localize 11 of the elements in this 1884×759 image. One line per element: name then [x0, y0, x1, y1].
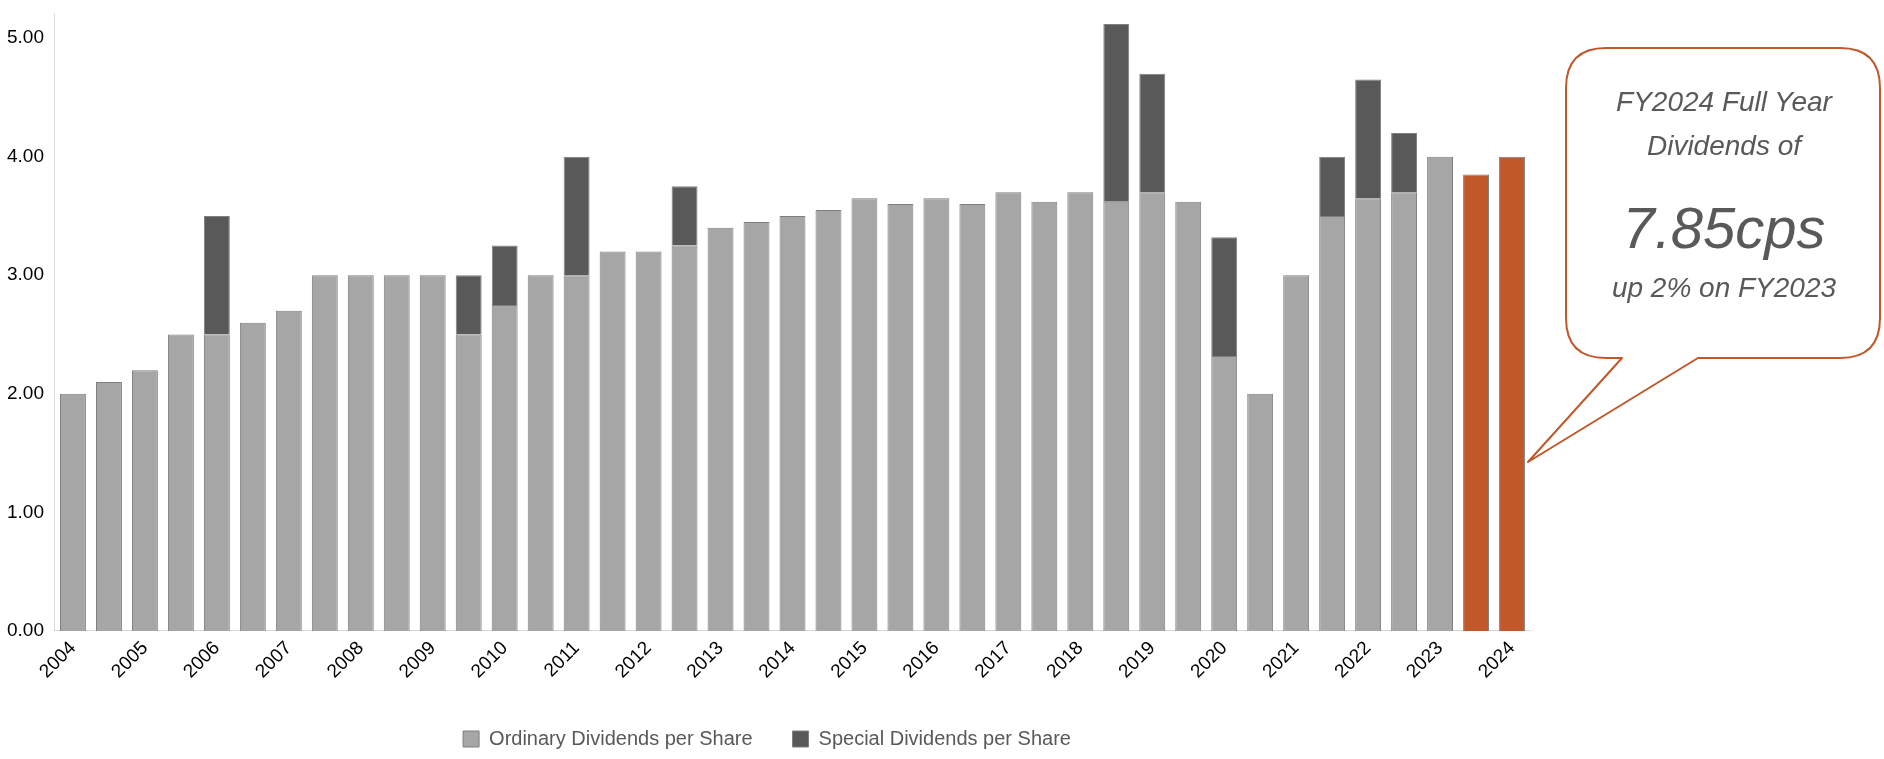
text: up 2% on FY2023: [1610, 271, 1838, 305]
y-tick-label: 4.00: [7, 144, 44, 166]
y-tick-label: 5.00: [7, 26, 44, 48]
y-tick-label: 3.00: [7, 263, 44, 285]
text: FY2024 Full Year Dividends of: [1615, 85, 1834, 163]
legend-label: Ordinary Dividends per Share: [489, 726, 753, 749]
text: 7.85cps: [1621, 194, 1827, 262]
y-tick-label: 1.00: [7, 500, 44, 522]
legend-label: Special Dividends per Share: [818, 726, 1071, 749]
y-tick-label: 0.00: [7, 619, 44, 641]
y-tick-label: 2.00: [7, 382, 44, 404]
